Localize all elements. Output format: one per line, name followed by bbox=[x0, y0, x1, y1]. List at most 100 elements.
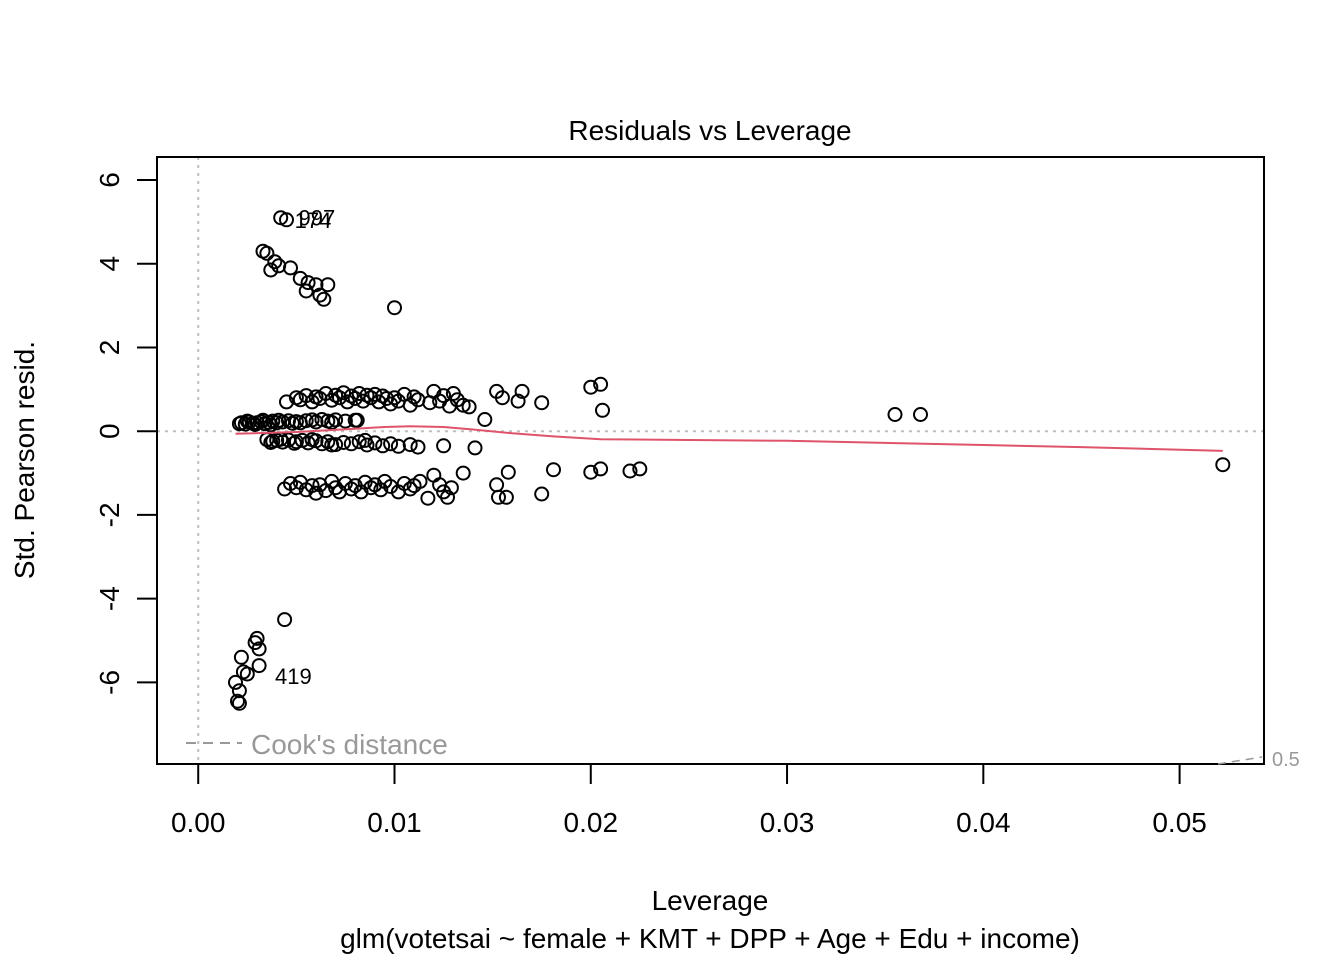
data-point bbox=[534, 486, 550, 502]
data-point bbox=[312, 287, 328, 303]
x-tick-label: 0.03 bbox=[760, 807, 815, 838]
y-tick-label: 2 bbox=[94, 340, 125, 356]
data-point bbox=[235, 664, 251, 680]
cooks-contour-line bbox=[1217, 756, 1263, 765]
cooks-contour: 0.5 bbox=[1217, 749, 1300, 771]
point-label: 997 bbox=[299, 206, 336, 231]
data-point bbox=[375, 438, 391, 454]
data-point bbox=[494, 390, 510, 406]
chart-subtitle: glm(votetsai ~ female + KMT + DPP + Age … bbox=[340, 923, 1080, 954]
data-point bbox=[353, 484, 369, 500]
y-tick-label: 0 bbox=[94, 423, 125, 439]
data-point bbox=[255, 412, 271, 428]
data-point bbox=[412, 473, 428, 489]
data-point bbox=[436, 438, 452, 454]
data-point bbox=[373, 482, 389, 498]
data-point bbox=[402, 437, 418, 453]
x-tick-label: 0.01 bbox=[367, 807, 422, 838]
data-point bbox=[324, 437, 340, 453]
point-label: 174 bbox=[295, 208, 332, 233]
data-point bbox=[351, 434, 367, 450]
data-point bbox=[247, 417, 263, 432]
legend: Cook's distance bbox=[186, 729, 448, 760]
plot-frame bbox=[156, 156, 1265, 765]
data-point bbox=[510, 393, 526, 409]
x-tick-label: 0.05 bbox=[1152, 807, 1207, 838]
data-point bbox=[622, 463, 638, 479]
data-point bbox=[263, 417, 279, 433]
data-point bbox=[367, 435, 383, 451]
x-axis: 0.00 0.01 0.02 0.03 0.04 0.05 bbox=[171, 763, 1207, 838]
x-axis-label: Leverage bbox=[652, 885, 769, 916]
x-tick-label: 0.02 bbox=[564, 807, 619, 838]
data-point bbox=[595, 402, 610, 418]
point-label: 419 bbox=[275, 664, 312, 689]
data-point bbox=[230, 693, 245, 709]
y-axis: -6 -4 -2 0 2 4 6 bbox=[94, 172, 158, 695]
reference-lines bbox=[157, 157, 1264, 764]
data-point bbox=[500, 464, 516, 480]
y-tick-label: -2 bbox=[94, 502, 125, 527]
data-point bbox=[593, 376, 609, 392]
data-point bbox=[279, 394, 294, 410]
data-point bbox=[277, 612, 293, 628]
y-tick-label: -6 bbox=[94, 670, 125, 695]
data-point bbox=[283, 260, 298, 276]
legend-label: Cook's distance bbox=[251, 729, 448, 760]
data-points bbox=[228, 210, 1231, 711]
data-point bbox=[455, 397, 471, 413]
data-point bbox=[231, 695, 247, 711]
data-point bbox=[461, 399, 477, 415]
data-point bbox=[292, 270, 308, 286]
data-point bbox=[357, 432, 373, 448]
data-point bbox=[1215, 457, 1231, 473]
data-point bbox=[279, 212, 294, 228]
data-point bbox=[887, 407, 903, 422]
data-point bbox=[546, 462, 561, 478]
data-point bbox=[387, 300, 402, 316]
data-point bbox=[387, 390, 402, 406]
data-point bbox=[251, 641, 267, 657]
smooth-line bbox=[235, 425, 1223, 452]
data-point bbox=[477, 412, 493, 427]
data-point bbox=[402, 481, 418, 497]
data-point bbox=[271, 412, 287, 428]
data-point bbox=[489, 477, 505, 493]
data-point bbox=[913, 407, 928, 422]
data-point bbox=[308, 485, 324, 501]
data-point bbox=[498, 489, 514, 505]
data-point bbox=[263, 435, 279, 450]
data-point bbox=[593, 461, 609, 477]
data-point bbox=[320, 434, 336, 450]
x-tick-label: 0.04 bbox=[956, 807, 1011, 838]
data-point bbox=[410, 439, 426, 455]
data-point bbox=[632, 461, 648, 477]
data-point bbox=[534, 395, 550, 411]
data-point bbox=[228, 674, 243, 690]
data-point bbox=[343, 481, 359, 497]
data-point bbox=[406, 389, 422, 405]
data-point bbox=[491, 489, 506, 505]
data-point bbox=[440, 489, 455, 505]
data-point bbox=[583, 464, 599, 480]
data-point bbox=[583, 379, 599, 395]
data-point bbox=[288, 434, 304, 450]
data-point bbox=[267, 254, 283, 270]
data-point bbox=[286, 435, 302, 451]
data-point bbox=[304, 478, 320, 494]
data-point bbox=[259, 245, 275, 261]
data-point bbox=[336, 385, 351, 401]
data-point bbox=[349, 412, 365, 428]
data-point bbox=[239, 413, 255, 429]
data-point bbox=[467, 440, 483, 456]
data-point bbox=[383, 436, 399, 452]
chart-title: Residuals vs Leverage bbox=[568, 115, 851, 146]
data-point bbox=[316, 291, 332, 307]
y-tick-label: 4 bbox=[94, 256, 125, 272]
data-point bbox=[320, 277, 336, 293]
data-point bbox=[328, 480, 344, 496]
x-tick-label: 0.00 bbox=[171, 807, 226, 838]
